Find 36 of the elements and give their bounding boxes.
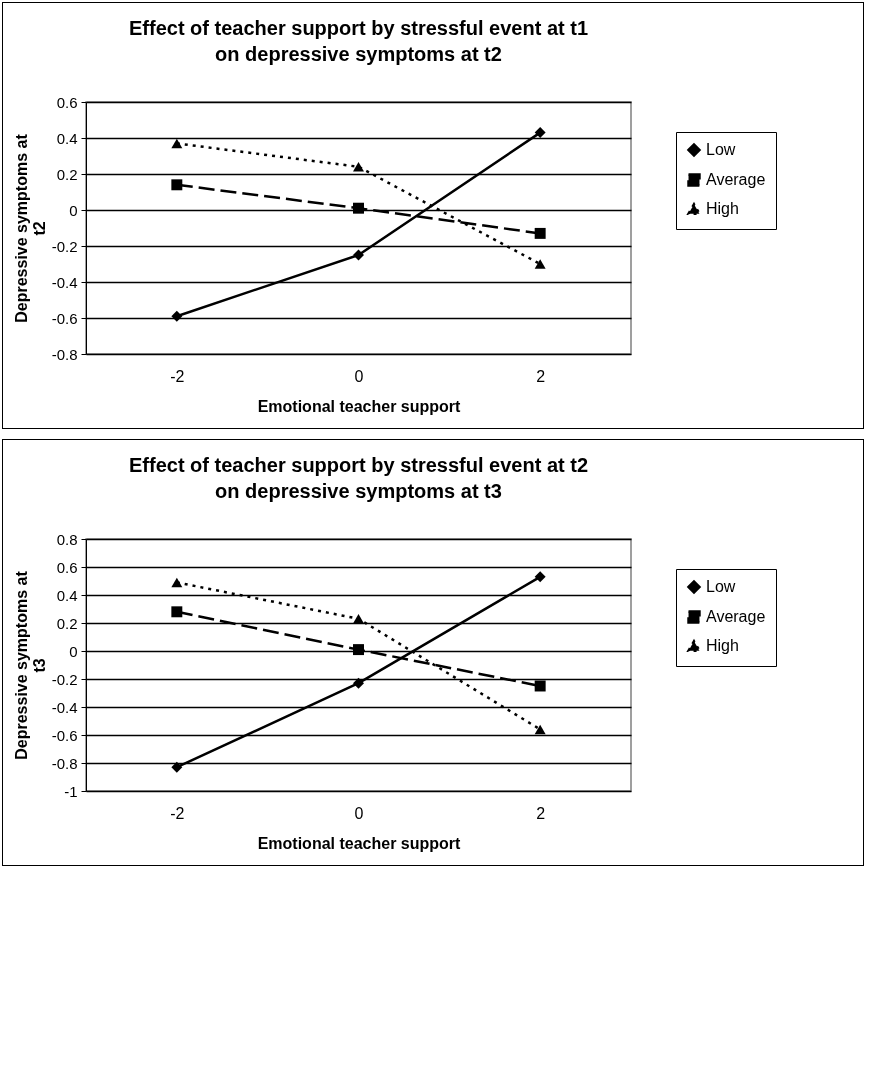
y-axis-title: Depressive symptoms at t2 bbox=[12, 133, 48, 323]
y-tick-label: -0.4 bbox=[51, 273, 78, 291]
x-axis-title: Emotional teacher support bbox=[257, 834, 462, 852]
y-tick-label: -0.2 bbox=[51, 670, 78, 688]
legend-label: Average bbox=[706, 608, 766, 625]
chart-title: Effect of teacher support by stressful event at t1 on depressive symptoms at t2 bbox=[128, 17, 589, 65]
legend-label: High bbox=[706, 200, 739, 217]
chart-title: Effect of teacher support by stressful event at t2 on depressive symptoms at t3 bbox=[128, 454, 589, 502]
y-axis-title: Depressive symptoms at t3 bbox=[12, 570, 48, 760]
y-tick-label: 0.2 bbox=[56, 614, 78, 632]
y-tick-label: 0.8 bbox=[56, 530, 78, 548]
legend-label: Average bbox=[706, 171, 766, 188]
x-tick-label: 2 bbox=[536, 367, 546, 385]
y-tick-label: 0 bbox=[69, 642, 78, 660]
x-tick-label: -2 bbox=[170, 367, 185, 385]
y-tick-label: 0.4 bbox=[56, 129, 78, 147]
x-tick-label: -2 bbox=[170, 804, 185, 822]
legend-label: Low bbox=[706, 578, 736, 595]
y-tick-label: -1 bbox=[64, 782, 78, 800]
legend-label: High bbox=[706, 637, 739, 654]
y-tick-label: -0.8 bbox=[51, 754, 78, 772]
y-tick-label: -0.8 bbox=[51, 345, 78, 363]
y-tick-label: 0.6 bbox=[56, 558, 78, 576]
y-tick-label: 0 bbox=[69, 201, 78, 219]
y-tick-label: 0.4 bbox=[56, 586, 78, 604]
x-tick-label: 0 bbox=[354, 804, 364, 822]
y-tick-label: -0.6 bbox=[51, 309, 78, 327]
y-tick-label: -0.4 bbox=[51, 698, 78, 716]
x-tick-label: 2 bbox=[536, 804, 546, 822]
y-tick-label: -0.2 bbox=[51, 237, 78, 255]
x-tick-label: 0 bbox=[354, 367, 364, 385]
y-tick-label: -0.6 bbox=[51, 726, 78, 744]
legend-label: Low bbox=[706, 141, 736, 158]
y-tick-label: 0.6 bbox=[56, 93, 78, 111]
y-tick-label: 0.2 bbox=[56, 165, 78, 183]
x-axis-title: Emotional teacher support bbox=[257, 397, 462, 415]
